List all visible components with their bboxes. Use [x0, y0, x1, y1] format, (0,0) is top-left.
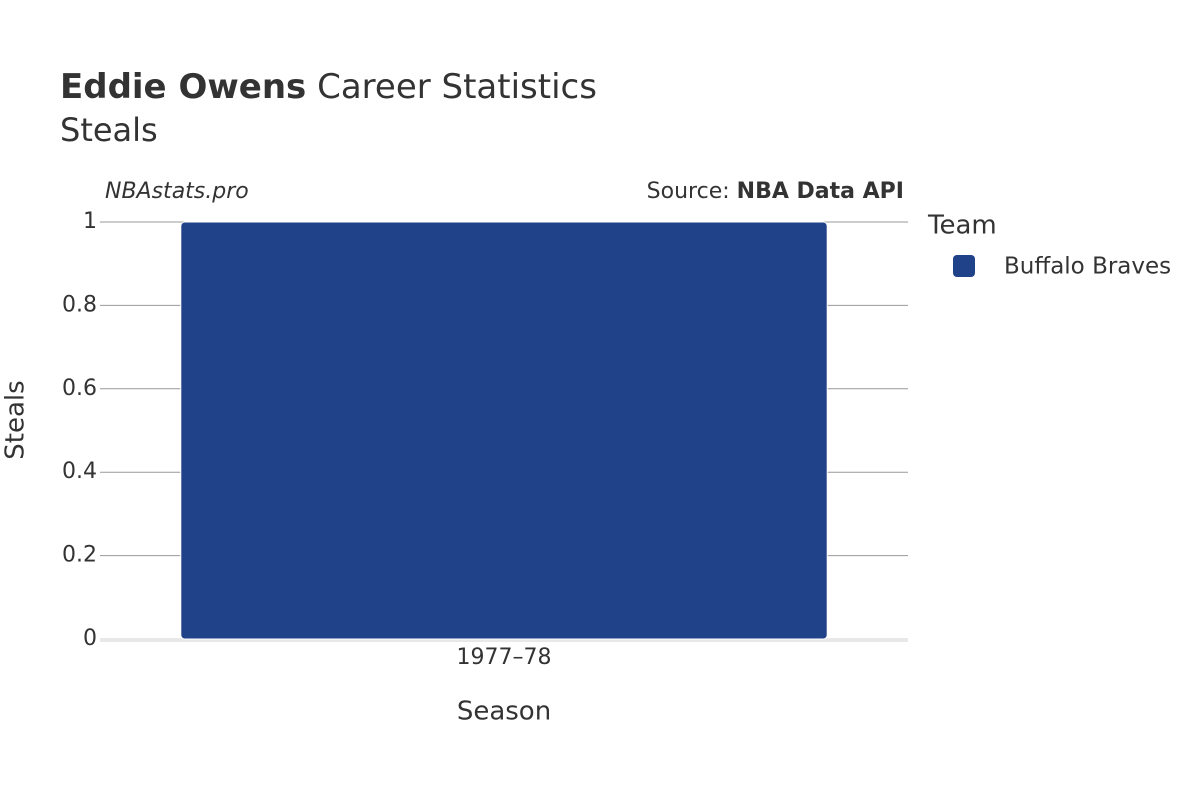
source: Source: NBA Data API [647, 179, 904, 204]
source-label: Source: [647, 179, 730, 204]
chart-title: Eddie Owens Career Statistics [60, 67, 597, 107]
x-tick-label: 1977–78 [457, 645, 552, 670]
source-name: NBA Data API [737, 179, 904, 204]
title-player: Eddie Owens [60, 67, 306, 107]
bar [180, 221, 828, 640]
subtitle: Steals [60, 111, 158, 149]
title-text: Career Statistics [317, 67, 597, 107]
legend-label: Buffalo Braves [1004, 254, 1171, 280]
y-axis-label: Steals [1, 380, 31, 459]
y-tick-label: 1 [83, 209, 97, 234]
legend-title: Team [927, 211, 997, 241]
y-tick-label: 0.8 [62, 292, 97, 317]
y-tick-label: 0 [83, 626, 97, 651]
y-tick-label: 0.2 [62, 543, 97, 568]
x-axis-label: Season [457, 697, 551, 727]
legend-swatch [953, 255, 975, 277]
y-tick-label: 0.4 [62, 459, 97, 484]
watermark: NBAstats.pro [105, 179, 249, 204]
y-tick-label: 0.6 [62, 376, 97, 401]
